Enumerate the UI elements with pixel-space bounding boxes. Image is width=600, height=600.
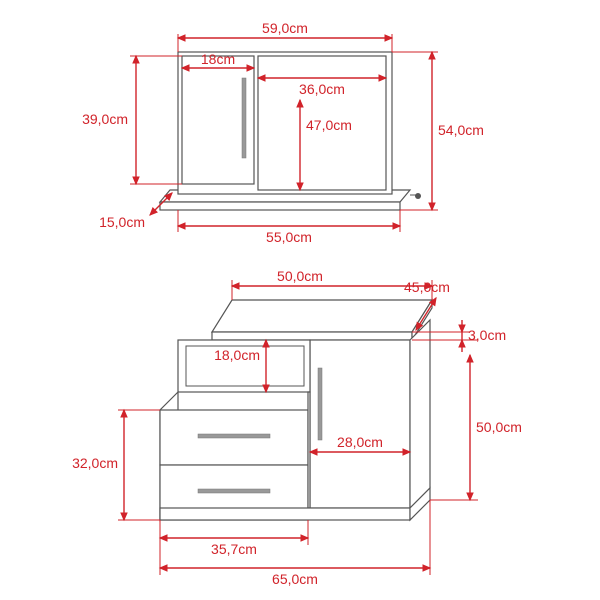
handle-bar-icon bbox=[242, 78, 246, 158]
svg-text:50,0cm: 50,0cm bbox=[277, 268, 323, 284]
dim-lower-drawers-width: 35,7cm bbox=[160, 520, 308, 557]
dim-lower-right-height: 50,0cm bbox=[430, 340, 522, 500]
svg-text:3,0cm: 3,0cm bbox=[468, 327, 506, 343]
dim-lower-top-width: 50,0cm bbox=[232, 268, 432, 300]
dim-lower-drawers-height: 32,0cm bbox=[72, 410, 160, 520]
dim-upper-left-height: 39,0cm bbox=[82, 56, 182, 184]
svg-text:65,0cm: 65,0cm bbox=[272, 571, 318, 587]
dim-upper-shelf-width: 55,0cm bbox=[178, 210, 400, 245]
svg-text:54,0cm: 54,0cm bbox=[438, 122, 484, 138]
svg-text:39,0cm: 39,0cm bbox=[82, 111, 128, 127]
svg-text:59,0cm: 59,0cm bbox=[262, 20, 308, 36]
svg-text:15,0cm: 15,0cm bbox=[99, 214, 145, 230]
handle-bar-icon bbox=[198, 489, 270, 493]
svg-text:45,0cm: 45,0cm bbox=[404, 279, 450, 295]
svg-text:28,0cm: 28,0cm bbox=[337, 434, 383, 450]
handle-bar-icon bbox=[318, 368, 322, 440]
upper-left-door bbox=[182, 56, 254, 184]
lower-right-door bbox=[310, 320, 430, 508]
svg-text:50,0cm: 50,0cm bbox=[476, 419, 522, 435]
dim-upper-total-width: 59,0cm bbox=[178, 20, 392, 52]
svg-text:36,0cm: 36,0cm bbox=[299, 81, 345, 97]
handle-bar-icon bbox=[198, 434, 270, 438]
svg-text:47,0cm: 47,0cm bbox=[306, 117, 352, 133]
lower-cabinet bbox=[160, 300, 432, 520]
svg-text:55,0cm: 55,0cm bbox=[266, 229, 312, 245]
lower-countertop bbox=[212, 300, 432, 340]
dim-upper-total-height: 54,0cm bbox=[392, 52, 484, 210]
svg-text:35,7cm: 35,7cm bbox=[211, 541, 257, 557]
svg-text:18,0cm: 18,0cm bbox=[214, 347, 260, 363]
svg-text:32,0cm: 32,0cm bbox=[72, 455, 118, 471]
svg-text:18cm: 18cm bbox=[201, 51, 235, 67]
